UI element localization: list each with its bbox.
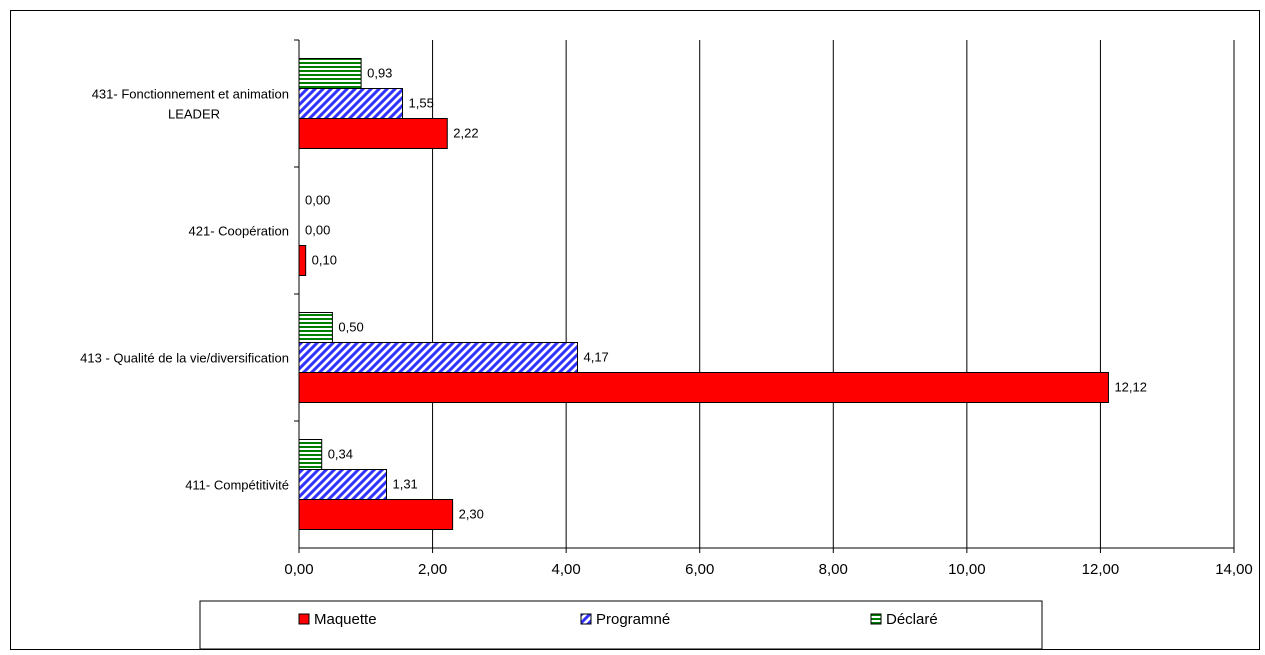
data-label: 2,30 <box>459 507 484 522</box>
legend: Maquette Programné Déclaré <box>199 600 1043 650</box>
x-tick-label: 8,00 <box>819 561 848 578</box>
legend-box <box>199 600 1043 650</box>
data-label: 1,55 <box>409 96 434 111</box>
data-label: 0,50 <box>338 320 363 335</box>
chart-frame: 0,34 1,31 2,30 0,50 4,17 12,12 0,00 0,00 0,10 0,9… <box>10 10 1260 650</box>
data-label: 0,00 <box>305 223 330 238</box>
data-label: 0,10 <box>312 253 337 268</box>
legend-swatch <box>580 613 592 625</box>
x-tick-label: 12,00 <box>1082 561 1120 578</box>
legend-label: Maquette <box>314 611 377 628</box>
chart-border <box>10 10 1260 650</box>
x-tick-label: 10,00 <box>948 561 986 578</box>
bar-2 <box>298 312 333 343</box>
legend-swatch <box>870 613 882 625</box>
legend-swatch <box>298 613 310 625</box>
bar-0 <box>298 499 454 530</box>
bar-chart: 0,34 1,31 2,30 0,50 4,17 12,12 0,00 0,00 0,10 0,9… <box>10 10 1260 650</box>
data-label: 0,34 <box>328 447 353 462</box>
bar-0 <box>298 245 307 276</box>
x-tick-label: 14,00 <box>1215 561 1253 578</box>
data-label: 2,22 <box>453 126 478 141</box>
data-label: 0,00 <box>305 193 330 208</box>
bar-2 <box>298 58 362 89</box>
data-label: 12,12 <box>1114 380 1147 395</box>
data-label: 4,17 <box>583 350 608 365</box>
bar-0 <box>298 372 1109 403</box>
bar-1 <box>298 88 404 119</box>
x-tick-label: 2,00 <box>418 561 447 578</box>
bar-1 <box>298 469 387 500</box>
axes: 0,00 2,00 4,00 6,00 8,00 10,00 12,00 14,00 411- … <box>80 39 1253 578</box>
bar-1 <box>298 342 578 373</box>
bar-2 <box>298 439 323 470</box>
y-category-label: 421- Coopération <box>189 224 289 239</box>
y-category-label: 431- Fonctionnement et animation <box>92 87 289 102</box>
data-label: 0,93 <box>367 66 392 81</box>
y-category-label: 413 - Qualité de la vie/diversification <box>80 351 289 366</box>
y-category-label: LEADER <box>168 107 220 122</box>
y-category-label: 411- Compétitivité <box>185 478 289 493</box>
x-tick-label: 6,00 <box>685 561 714 578</box>
data-label: 1,31 <box>392 477 417 492</box>
x-tick-label: 4,00 <box>552 561 581 578</box>
bar-0 <box>298 118 448 149</box>
x-tick-label: 0,00 <box>284 561 313 578</box>
legend-label: Déclaré <box>886 611 938 628</box>
bars: 0,34 1,31 2,30 0,50 4,17 12,12 0,00 0,00 0,10 0,9… <box>298 58 1147 530</box>
legend-label: Programné <box>596 611 670 628</box>
